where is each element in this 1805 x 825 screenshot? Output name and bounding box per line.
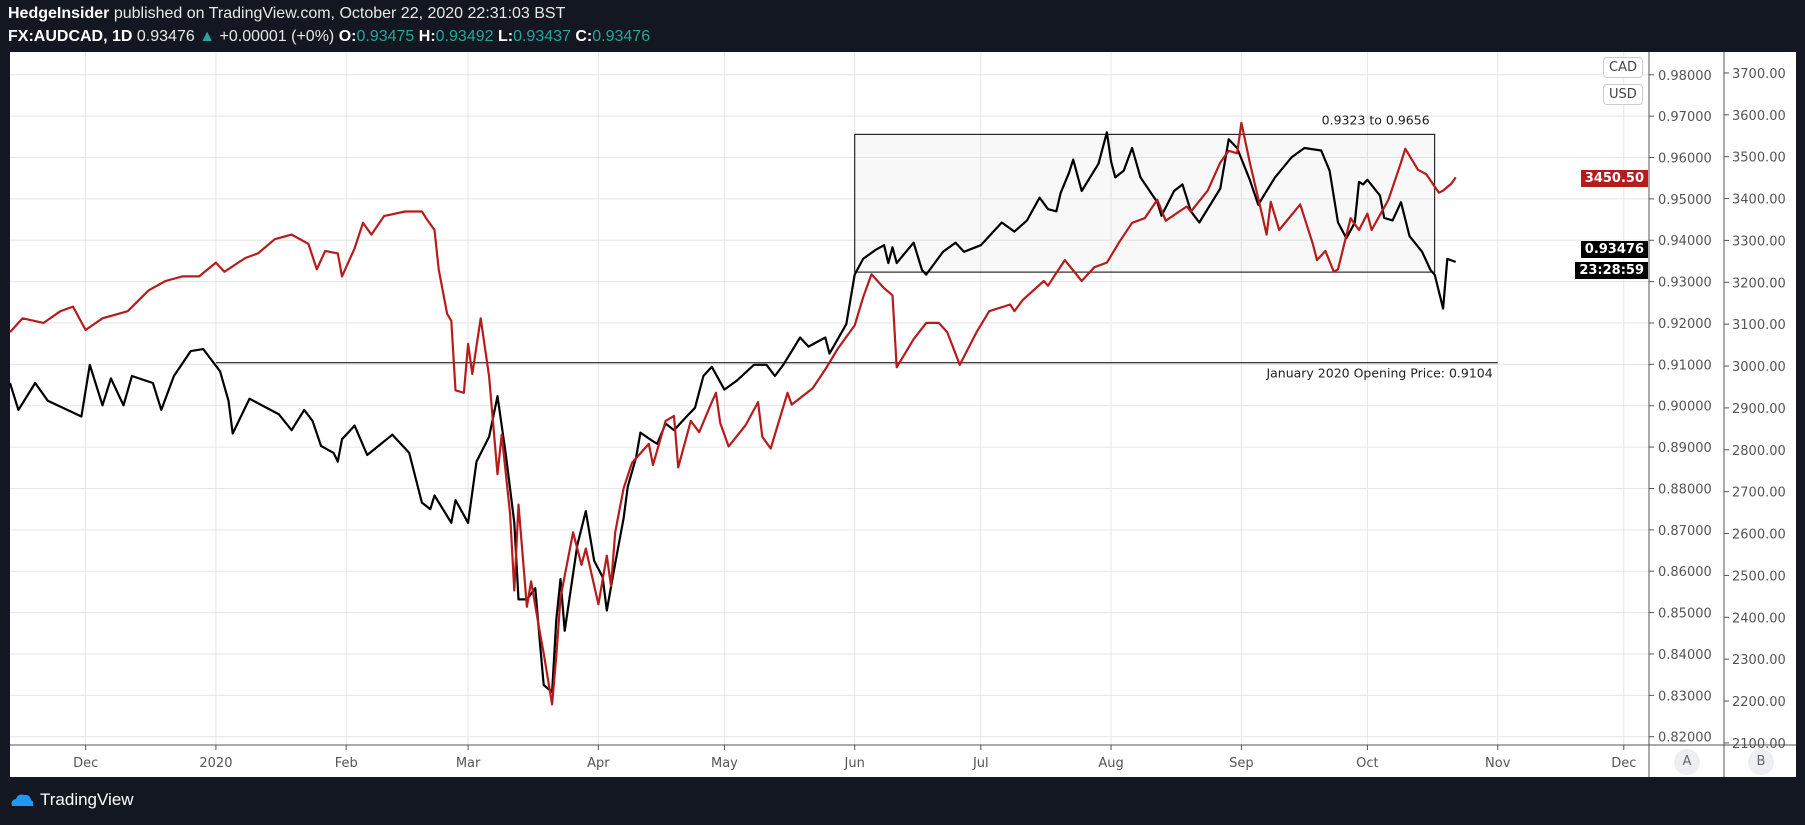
close-value: 0.93476: [592, 28, 651, 45]
range-box: [854, 133, 1436, 273]
right-axis-tick-label: 2200.00: [1732, 695, 1786, 710]
right-axis-tick-label: 3000.00: [1732, 360, 1786, 375]
time-axis-label: Mar: [456, 756, 481, 771]
left-axis-tick-label: 0.92000: [1658, 317, 1712, 332]
spx-last-price-tag: 3450.50: [1580, 170, 1648, 187]
up-triangle-icon: ▲: [199, 28, 216, 45]
tradingview-cloud-icon: [11, 794, 34, 806]
left-axis-tick-label: 0.93000: [1658, 276, 1712, 291]
left-axis-tick-label: 0.96000: [1658, 152, 1712, 167]
currency-button-usd[interactable]: USD: [1603, 84, 1643, 105]
author: HedgeInsider: [8, 5, 110, 22]
time-axis-label: Oct: [1356, 756, 1378, 771]
time-axis-label: Aug: [1098, 756, 1123, 771]
last-price: 0.93476: [136, 28, 195, 45]
time-axis-label: Dec: [73, 756, 98, 771]
time-axis-label: May: [711, 756, 738, 771]
left-axis-tick-label: 0.83000: [1658, 689, 1712, 704]
right-axis-tick-label: 3500.00: [1732, 151, 1786, 166]
high-value: 0.93492: [435, 28, 494, 45]
right-axis-tick-label: 2900.00: [1732, 402, 1786, 417]
tradingview-logo[interactable]: TradingView: [10, 790, 134, 810]
left-axis-tick-label: 0.90000: [1658, 400, 1712, 415]
right-axis-tick-label: 3700.00: [1732, 67, 1786, 82]
time-axis-label: Jun: [844, 756, 865, 771]
level-line-label: January 2020 Opening Price: 0.9104: [1265, 366, 1492, 381]
right-axis-tick-label: 2800.00: [1732, 444, 1786, 459]
publish-text: published on TradingView.com, October 22…: [113, 5, 566, 22]
time-axis-label: 2020: [199, 756, 232, 771]
range-box-label: 0.9323 to 0.9656: [1322, 112, 1430, 127]
left-axis-tick-label: 0.94000: [1658, 234, 1712, 249]
right-axis-tick-label: 2600.00: [1732, 528, 1786, 543]
time-axis-label: Nov: [1485, 756, 1511, 771]
right-axis-tick-label: 2100.00: [1732, 737, 1786, 752]
open-value: 0.93475: [356, 28, 415, 45]
publish-info: HedgeInsider published on TradingView.co…: [8, 5, 565, 23]
right-axis-tick-label: 3400.00: [1732, 193, 1786, 208]
symbol: FX:AUDCAD, 1D: [8, 28, 133, 45]
left-axis-tick-label: 0.98000: [1658, 69, 1712, 84]
low-label: L:: [497, 28, 514, 45]
left-axis-tick-label: 0.97000: [1658, 110, 1712, 125]
scale-button-a[interactable]: A: [1674, 749, 1700, 775]
time-axis-label: Apr: [587, 756, 610, 771]
open-label: O:: [338, 28, 357, 45]
time-axis-label: Dec: [1611, 756, 1636, 771]
left-axis-tick-label: 0.89000: [1658, 441, 1712, 456]
left-axis-tick-label: 0.87000: [1658, 524, 1712, 539]
bar-countdown-tag: 23:28:59: [1575, 262, 1648, 279]
symbol-legend: FX:AUDCAD, 1D 0.93476 ▲ +0.00001 (+0%) O…: [8, 28, 650, 46]
time-axis-label: Sep: [1229, 756, 1254, 771]
right-axis-tick-label: 2700.00: [1732, 486, 1786, 501]
spx-series-line: [9, 121, 1457, 706]
left-axis-tick-label: 0.84000: [1658, 648, 1712, 663]
right-axis-tick-label: 2400.00: [1732, 611, 1786, 626]
change: +0.00001 (+0%): [219, 28, 335, 45]
right-axis-tick-label: 2300.00: [1732, 653, 1786, 668]
left-axis-tick-label: 0.85000: [1658, 607, 1712, 622]
left-axis-tick-label: 0.91000: [1658, 358, 1712, 373]
audcad-last-price-tag: 0.93476: [1580, 241, 1648, 258]
scale-button-b[interactable]: B: [1748, 749, 1774, 775]
left-axis-tick-label: 0.82000: [1658, 731, 1712, 746]
right-axis-tick-label: 2500.00: [1732, 569, 1786, 584]
time-axis-label: Feb: [335, 756, 358, 771]
left-axis-tick-label: 0.88000: [1658, 482, 1712, 497]
currency-button-cad[interactable]: CAD: [1603, 57, 1643, 78]
close-label: C:: [575, 28, 593, 45]
time-axis-label: Jul: [972, 756, 989, 771]
right-axis-tick-label: 3200.00: [1732, 276, 1786, 291]
low-value: 0.93437: [513, 28, 571, 45]
high-label: H:: [418, 28, 436, 45]
left-axis-tick-label: 0.86000: [1658, 565, 1712, 580]
right-axis-tick-label: 3300.00: [1732, 234, 1786, 249]
brand-name: TradingView: [40, 790, 134, 809]
right-axis-tick-label: 3600.00: [1732, 109, 1786, 124]
right-axis-tick-label: 3100.00: [1732, 318, 1786, 333]
left-axis-tick-label: 0.95000: [1658, 193, 1712, 208]
